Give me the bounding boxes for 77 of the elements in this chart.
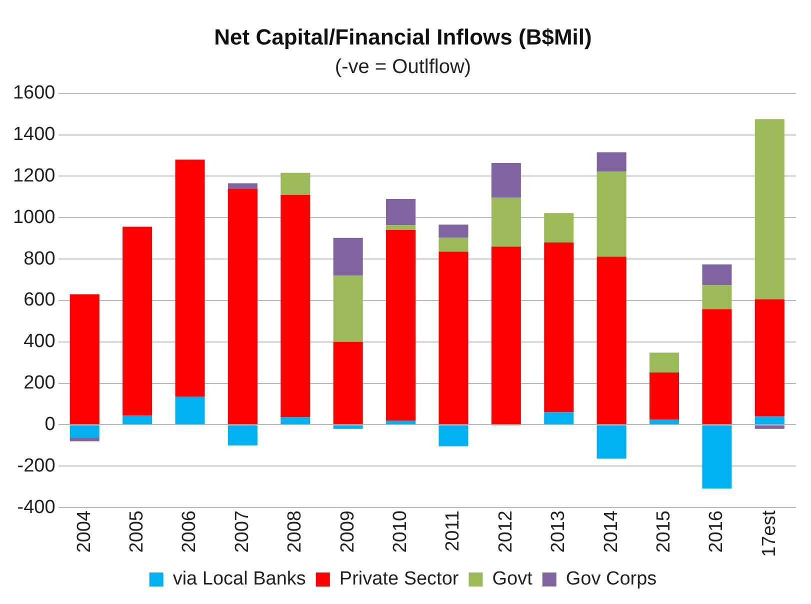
bar	[386, 225, 416, 230]
x-tick-label: 2009	[337, 510, 358, 553]
bar	[596, 256, 626, 424]
x-tick-label: 2005	[126, 510, 148, 553]
bar	[228, 188, 258, 424]
y-tick-label: 0	[44, 414, 56, 435]
bar	[333, 276, 363, 342]
bar	[70, 438, 100, 442]
legend-label: Gov Corps	[566, 568, 657, 590]
x-tick-label: 2011	[442, 510, 464, 552]
y-tick-label: 200	[24, 372, 56, 394]
y-tick-label: -200	[17, 455, 56, 476]
x-tick-label: 2006	[179, 510, 200, 553]
bar	[438, 425, 468, 446]
y-tick-label: 800	[24, 248, 56, 270]
bar	[386, 199, 416, 226]
legend-label: Govt	[492, 568, 534, 590]
legend-label: Private Sector	[339, 568, 460, 590]
x-tick-label: 2004	[74, 510, 95, 553]
bar	[544, 213, 574, 242]
bar	[491, 246, 521, 424]
x-tick-label: 2008	[284, 510, 306, 553]
bar	[650, 372, 680, 420]
bar	[491, 198, 521, 247]
bar	[122, 416, 152, 424]
bar	[754, 425, 784, 429]
y-tick-label: 400	[24, 331, 56, 352]
bar	[386, 230, 416, 421]
bar	[386, 420, 416, 424]
bar	[754, 416, 784, 424]
bar	[702, 264, 732, 286]
bar	[491, 162, 521, 198]
bar	[438, 224, 468, 238]
y-tick-label: 1400	[12, 124, 56, 146]
y-tick-label: -400	[17, 496, 56, 518]
bar	[228, 425, 258, 446]
bar	[754, 299, 784, 416]
bar	[228, 183, 258, 189]
bar	[438, 252, 468, 424]
y-tick-label: 1000	[12, 206, 56, 228]
bar	[544, 412, 574, 424]
x-tick-label: 2013	[548, 510, 570, 553]
legend-label: via Local Banks	[172, 568, 306, 590]
y-tick-label: 1200	[12, 165, 56, 186]
bar	[280, 417, 310, 424]
x-tick-label: 2016	[706, 510, 728, 553]
x-tick-label: 2010	[390, 510, 412, 553]
chart-subtitle: (-ve = Outlflow)	[334, 56, 472, 78]
x-tick-label: 17est	[758, 510, 780, 558]
bar	[650, 352, 680, 373]
bar	[754, 119, 784, 300]
bar	[70, 425, 100, 438]
bar	[122, 226, 152, 416]
bar	[596, 152, 626, 172]
x-tick-label: 2014	[600, 510, 622, 553]
x-tick-label: 2007	[232, 510, 253, 553]
bar	[596, 425, 626, 459]
bar	[333, 238, 363, 276]
bar	[544, 242, 574, 412]
bar	[596, 172, 626, 257]
bar	[280, 194, 310, 418]
bar	[175, 160, 205, 397]
bar	[438, 238, 468, 252]
y-tick-label: 1600	[12, 82, 56, 104]
bar	[175, 396, 205, 424]
bar	[702, 285, 732, 310]
bar	[650, 420, 680, 424]
bar	[70, 294, 100, 424]
bar	[702, 425, 732, 488]
bar	[702, 309, 732, 424]
bar	[333, 342, 363, 424]
x-tick-label: 2012	[495, 510, 516, 553]
chart-title: Net Capital/Financial Inflows (B$Mil)	[214, 24, 592, 50]
bar	[333, 425, 363, 429]
y-tick-label: 600	[24, 290, 56, 311]
bar	[280, 172, 310, 195]
x-tick-label: 2015	[653, 510, 674, 553]
